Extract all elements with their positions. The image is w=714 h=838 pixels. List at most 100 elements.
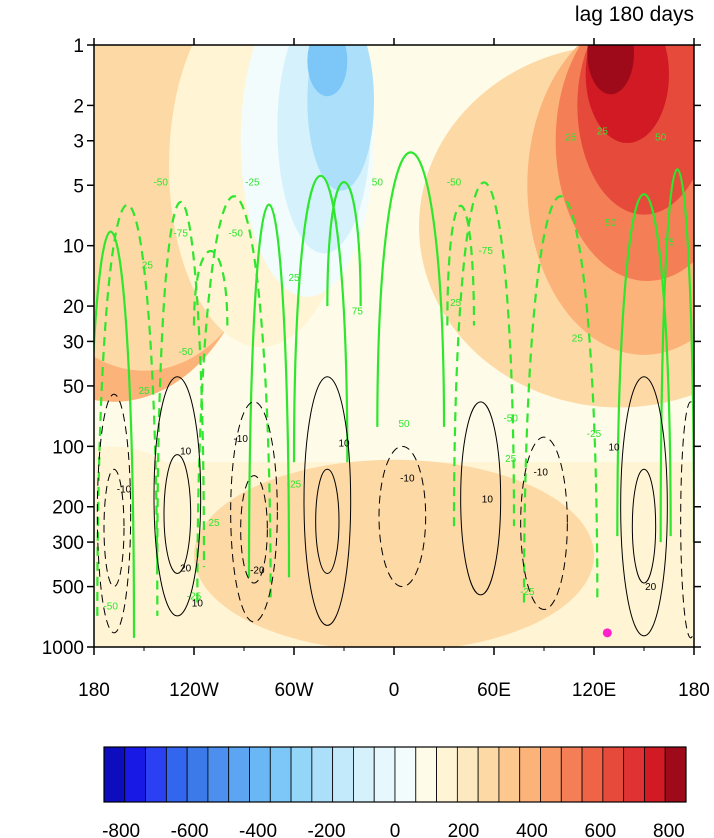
contour-label: 10: [482, 494, 494, 505]
x-tick-label: 60E: [477, 680, 511, 701]
contour-line-black: [230, 401, 278, 623]
y-tick-label: 50: [63, 377, 84, 398]
contour-label: 25: [138, 386, 150, 397]
colorbar-swatch: [456, 746, 479, 803]
colorbar-label: -400: [239, 821, 277, 838]
contour-line-green: [292, 175, 349, 463]
colorbar-swatch: [332, 746, 354, 803]
contour-line-black: [103, 468, 125, 588]
colorbar-label: -800: [102, 821, 140, 838]
colorbar-label: -200: [308, 821, 346, 838]
contour-label: -25: [287, 479, 302, 490]
shading-region: [307, 45, 348, 97]
contour-label: 20: [180, 563, 192, 574]
contour-label: 25: [597, 127, 609, 138]
contour-line-green: [192, 249, 229, 326]
contour-label: 25: [450, 298, 462, 309]
contour-label: 10: [338, 438, 350, 449]
y-axis: 1 2 3 5 10 20 30 50 100 200 300 500 1000: [42, 36, 701, 659]
y-tick-label: 5: [73, 176, 84, 197]
contour-line-green: [522, 195, 599, 603]
colorbar-swatch: [540, 746, 562, 803]
contour-line-black: [631, 468, 657, 584]
contour-label: 10: [180, 447, 192, 458]
colorbar-swatch: [644, 746, 666, 803]
contour-line-black: [96, 393, 132, 634]
x-axis: 180 120W 60W 0 60E 120E 180: [78, 38, 710, 701]
y-tick-label: 2: [73, 96, 84, 117]
contour-label: -75: [478, 246, 493, 257]
contour-line-green: [326, 180, 362, 307]
y-tick-label: 20: [63, 297, 84, 318]
colorbar-swatch: [519, 746, 541, 803]
colorbar-swatch: [103, 746, 126, 803]
contour-line-green: [196, 195, 272, 603]
contour-label: 25: [208, 518, 220, 529]
colorbar-swatch: [145, 746, 167, 803]
contour-label: -50: [103, 601, 118, 612]
contour-line-green: [446, 204, 476, 326]
chart-title: lag 180 days: [575, 3, 694, 26]
contour-label: -25: [520, 587, 535, 598]
contour-label: -10: [117, 485, 132, 496]
colorbar-swatch: [623, 746, 645, 803]
contour-label: -75: [173, 228, 188, 239]
contour-label: 50: [605, 218, 617, 229]
colorbar-swatch: [249, 746, 271, 803]
colorbar-swatch: [207, 746, 230, 803]
colorbar-swatch: [436, 746, 458, 803]
colorbar-swatch: [269, 746, 292, 803]
colorbar-label: -600: [171, 821, 209, 838]
contour-label: 50: [398, 419, 410, 430]
contour-label: -10: [533, 468, 548, 479]
colorbar-swatch: [373, 746, 396, 803]
contour-label: -25: [587, 429, 602, 440]
y-tick-label: 3: [73, 132, 84, 153]
contour-line-green: [156, 200, 206, 568]
contour-line-green: [659, 168, 694, 543]
colorbar-swatch: [290, 746, 313, 803]
colorbar-label: 600: [585, 821, 617, 838]
x-tick-label: 120E: [572, 680, 616, 701]
marker-layer: [602, 628, 612, 638]
contour-line-black: [520, 436, 568, 610]
y-tick-label: 100: [52, 437, 84, 458]
colorbar-swatch: [602, 746, 625, 803]
contour-label: -50: [153, 177, 168, 188]
colorbar-swatch: [311, 746, 334, 803]
contour-line-green: [96, 204, 159, 616]
contour-label: 25: [572, 333, 584, 344]
contour-line-black: [460, 401, 502, 596]
contour-line-black: [680, 401, 694, 639]
colorbar-label: 800: [653, 821, 685, 838]
contour-line-green: [94, 230, 136, 638]
shading-region: [194, 459, 594, 647]
contour-label: -50: [447, 177, 462, 188]
y-tick-label: 500: [52, 578, 84, 599]
contour-label: 50: [372, 177, 384, 188]
colorbar-swatch: [165, 746, 188, 803]
contour-label: 25: [142, 261, 154, 272]
colorbar-swatch: [581, 746, 604, 803]
y-tick-label: 300: [52, 533, 84, 554]
contour-label: -10: [400, 474, 415, 485]
colorbar-label: 200: [448, 821, 480, 838]
contour-label: -50: [178, 347, 193, 358]
contour-label: 20: [645, 582, 657, 593]
colorbar-label: 400: [516, 821, 548, 838]
contour-line-green: [247, 203, 291, 578]
y-tick-label: 10: [63, 237, 84, 258]
contour-line-black: [303, 376, 352, 626]
colorbar-swatch: [186, 746, 209, 803]
contour-label: 25: [505, 454, 517, 465]
colorbar-swatch: [353, 746, 375, 803]
contour-line-black: [240, 475, 268, 584]
y-tick-label: 1: [73, 36, 84, 57]
colorbar-swatch: [498, 746, 521, 803]
contour-label: 50: [655, 133, 667, 144]
contour-line-black: [378, 445, 427, 588]
x-tick-label: 120W: [169, 680, 219, 701]
contour-label: 25: [565, 133, 577, 144]
contour-label: 75: [352, 306, 364, 317]
colorbar: -800 -600 -400 -200 0 200 400 600 800: [102, 746, 687, 838]
